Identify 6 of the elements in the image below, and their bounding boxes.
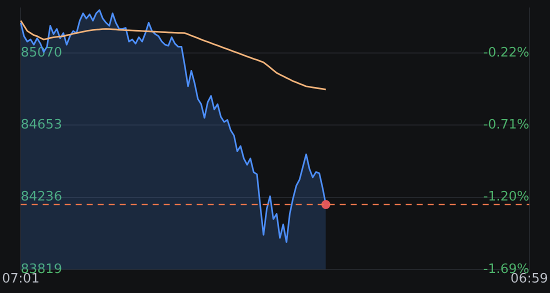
- y-tick-label: 84653: [20, 117, 62, 132]
- y-tick-label: 84236: [20, 190, 62, 205]
- y2-tick-label: -0.22%: [483, 45, 530, 60]
- y2-tick-label: -0.71%: [483, 118, 530, 133]
- y2-tick-label: -1.20%: [483, 190, 530, 205]
- y-tick-label: 85070: [20, 45, 62, 60]
